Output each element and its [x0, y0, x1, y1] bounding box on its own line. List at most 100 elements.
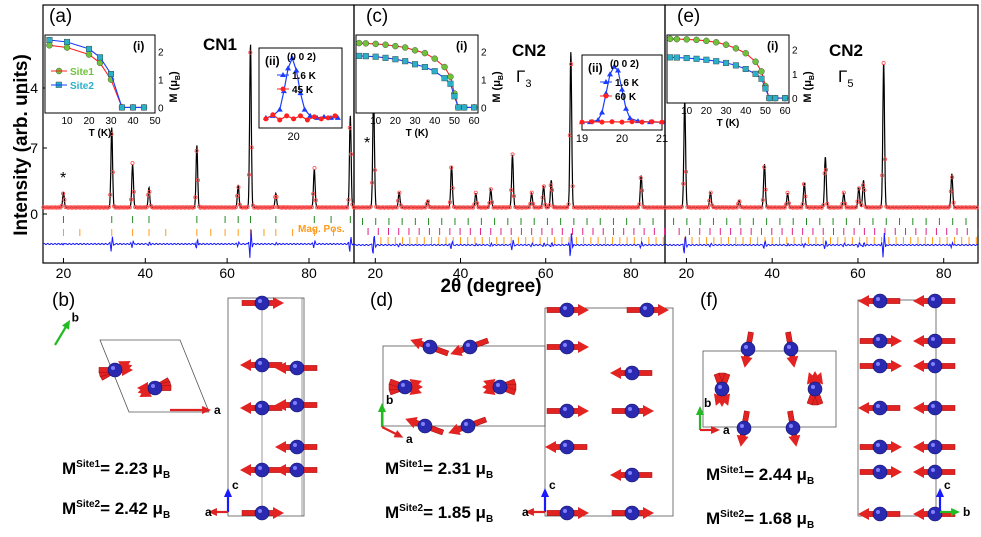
inset-i-point-e: [743, 50, 749, 56]
x-tick-e: 80: [936, 265, 952, 281]
magnetic-atom: [423, 340, 437, 354]
atom-highlight: [293, 466, 297, 470]
inset-i-xtick-e: 40: [740, 106, 752, 117]
axis-b-b-label: b: [72, 310, 79, 324]
inset-i-point-c: [356, 53, 362, 59]
inset-i-point-a: [119, 105, 125, 111]
atom-highlight: [401, 383, 405, 387]
inset-i-point-e: [667, 55, 673, 61]
axis-d-c-label: c: [549, 478, 556, 492]
atom-highlight: [421, 422, 425, 426]
arrow-head: [643, 405, 654, 417]
inset-i-point-e: [713, 39, 719, 45]
inset-i-ytick-c: 2: [481, 48, 487, 59]
atom-highlight: [628, 407, 632, 411]
magnetic-atom: [873, 359, 887, 373]
arrow-head: [240, 402, 251, 414]
arrow-head: [913, 402, 924, 414]
panel-label-f: (f): [700, 290, 718, 311]
atom-highlight: [464, 422, 468, 426]
inset-i-xtick-e: 50: [760, 106, 772, 117]
inset-ii-point-c: [590, 119, 595, 124]
arrow-head: [858, 508, 869, 520]
axis-b-b-line: [55, 325, 67, 345]
magnetic-atom: [873, 507, 887, 521]
arrow-head: [891, 360, 902, 372]
arrow-head: [578, 341, 589, 353]
inset-i-point-e: [694, 56, 700, 62]
axis-f-b2-label: b: [963, 505, 970, 519]
arrow-head: [273, 507, 284, 519]
inset-ii-point-a: [319, 116, 324, 121]
inset-i-point-e: [767, 95, 773, 101]
inset-i-xtick-e: 30: [720, 106, 732, 117]
arrow-head: [891, 466, 902, 478]
magnetic-atom: [560, 303, 574, 317]
inset-i-point-e: [674, 55, 680, 61]
magnetic-atom: [493, 380, 507, 394]
inset-ii-xtick-a: 20: [287, 131, 299, 143]
inset-i-point-e: [753, 71, 759, 77]
inset-i-point-a: [64, 39, 70, 45]
inset-ii-point-a: [270, 112, 275, 117]
inset-i-ylabel-a: M (μB): [168, 71, 182, 103]
atom-highlight: [563, 306, 567, 310]
inset-i-point-c: [471, 105, 477, 111]
inset-ii-legend-t2: 45 K: [292, 85, 314, 96]
inset-ii-xtick-c: 19: [576, 133, 588, 145]
magnetic-atom: [560, 340, 574, 354]
inset-i-point-c: [402, 58, 408, 64]
atom-highlight: [876, 510, 880, 514]
magnetic-atom: [640, 303, 654, 317]
atom-highlight: [563, 407, 567, 411]
inset-i-xtick-a: 50: [149, 116, 161, 127]
axis-f-b2-head: [951, 508, 960, 516]
inset-i-point-a: [97, 54, 103, 60]
inset-i-point-c: [432, 68, 438, 74]
inset-i-point-e: [758, 68, 764, 74]
magnetic-atom: [625, 506, 639, 520]
panel-label-d: (d): [370, 290, 393, 311]
inset-ii-point-c: [620, 120, 625, 125]
arrow-head: [858, 402, 869, 414]
magnetic-atom: [784, 342, 798, 356]
arrow-head: [913, 335, 924, 347]
inset-ii-point-a: [305, 117, 310, 122]
inset-i-point-c: [461, 105, 467, 111]
inset-i-xtick-e: 60: [780, 106, 792, 117]
atom-highlight: [563, 509, 567, 513]
inset-i-point-e: [763, 86, 769, 92]
inset-i-point-e: [733, 45, 739, 51]
inset-i-point-a: [130, 105, 136, 111]
arrow-head: [913, 441, 924, 453]
inset-i-point-e: [723, 60, 729, 66]
inset-i-point-e: [772, 95, 778, 101]
magnetic-atom: [255, 401, 269, 415]
atom-highlight: [876, 404, 880, 408]
x-tick-c: 20: [368, 265, 384, 281]
atom-highlight: [931, 404, 935, 408]
magnetic-atom: [560, 506, 574, 520]
arrow-head: [739, 356, 753, 369]
arrow-head: [891, 441, 902, 453]
atom-highlight: [789, 424, 793, 428]
inset-i-point-a: [86, 52, 92, 58]
inset-i-point-e: [759, 76, 765, 82]
arrow-head: [240, 359, 251, 371]
arrow-head: [610, 469, 621, 481]
magnetic-atom: [873, 465, 887, 479]
inset-i-xtick-c: 10: [370, 116, 382, 127]
inset-i-label-c: (i): [456, 39, 467, 53]
inset-ii-title-c: (0 0 2): [610, 59, 639, 70]
inset-i-ylabel-e: M (μB): [802, 71, 816, 103]
inset-i-ytick-c: 1: [481, 76, 487, 87]
inset-i-point-e: [782, 95, 788, 101]
atom-highlight: [931, 468, 935, 472]
arrow-head: [275, 464, 286, 476]
x-tick-c: 80: [623, 265, 639, 281]
x-tick-c: 40: [453, 265, 469, 281]
inset-i-label-e: (i): [767, 39, 778, 53]
moment-value-site2: MSite2= 2.42 μB: [62, 499, 170, 521]
arrow-head: [891, 335, 902, 347]
magnetic-atom: [928, 401, 942, 415]
